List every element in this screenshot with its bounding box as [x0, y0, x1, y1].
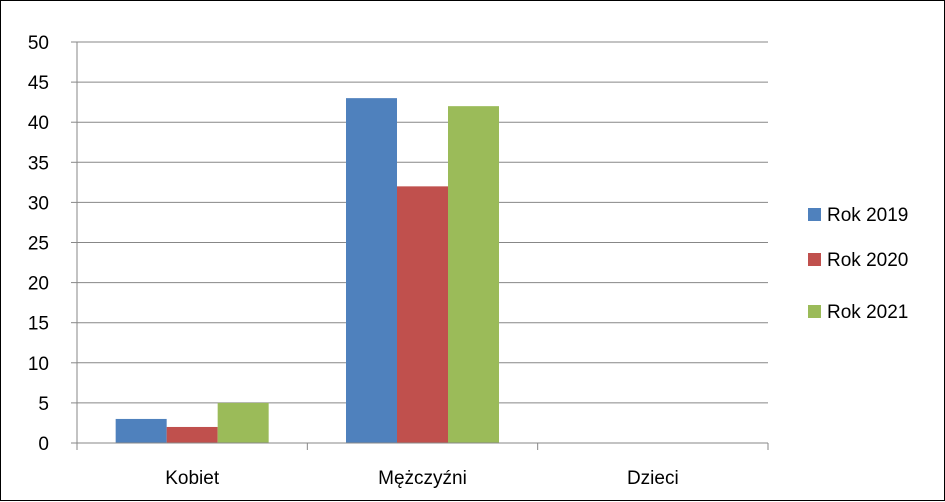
legend-swatch [808, 253, 821, 266]
legend-swatch [808, 305, 821, 318]
legend-label: Rok 2019 [827, 205, 908, 226]
bar-rok-2020-0 [166, 426, 218, 443]
legend-swatch [808, 208, 821, 221]
legend-label: Rok 2020 [827, 250, 908, 271]
bar-rok-2019-0 [115, 418, 167, 443]
legend-label: Rok 2021 [827, 302, 908, 323]
bar-rok-2021-1 [448, 106, 499, 443]
y-tick-label: 35 [28, 153, 49, 174]
bar-rok-2020-1 [397, 186, 448, 444]
y-tick-label: 40 [28, 113, 49, 134]
y-tick-label: 50 [28, 33, 49, 54]
y-tick-label: 15 [28, 314, 49, 335]
bar-rok-2021-0 [217, 402, 269, 443]
bar-rok-2019-1 [346, 98, 397, 443]
y-tick-label: 25 [28, 234, 49, 255]
x-category-label: Kobiet [165, 468, 220, 489]
y-tick-labels: 0 5 10 15 20 25 30 35 40 45 50 [28, 33, 49, 455]
x-category-label: Mężczyźni [378, 468, 467, 489]
y-tick-label: 0 [38, 434, 49, 455]
bars [115, 98, 499, 444]
axes [71, 41, 769, 450]
y-tick-label: 10 [28, 354, 49, 375]
x-category-label: Dzieci [627, 468, 679, 489]
y-tick-label: 45 [28, 73, 49, 94]
legend: Rok 2019 Rok 2020 Rok 2021 [808, 205, 908, 323]
y-tick-label: 5 [38, 394, 49, 415]
y-tick-label: 20 [28, 274, 49, 295]
y-tick-label: 30 [28, 193, 49, 214]
x-category-labels: Kobiet Mężczyźni Dzieci [165, 468, 678, 489]
